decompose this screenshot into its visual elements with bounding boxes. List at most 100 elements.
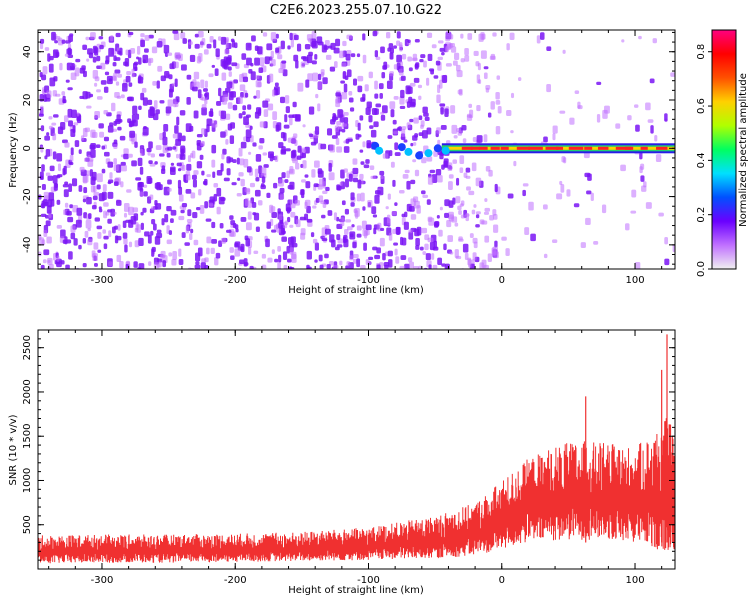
spectrogram-y-tick-label: 0	[22, 145, 33, 151]
spectrogram-cell	[265, 238, 270, 248]
spectrogram-cell	[457, 205, 462, 211]
spectrogram-cell	[399, 105, 406, 110]
spectrogram-cell	[179, 110, 186, 116]
spectrogram-cell	[344, 229, 349, 235]
spectrogram-cell	[160, 250, 166, 258]
spectrogram-cell	[140, 39, 145, 48]
spectrogram-cell	[336, 244, 343, 248]
spectrogram-cell	[64, 142, 70, 148]
spectrogram-cell	[431, 253, 435, 260]
spectrogram-cell	[449, 251, 454, 255]
spectrogram-cell	[146, 148, 152, 153]
spectrogram-cell	[101, 168, 106, 174]
spectrogram-cell	[380, 111, 384, 115]
spectrogram-x-tick-label: 100	[625, 275, 644, 286]
spectrogram-cell	[370, 129, 377, 138]
spectrogram-cell	[148, 141, 153, 149]
snr-y-ticks: 500 1000 1500 2000 2500	[22, 329, 675, 570]
spectrogram-cell	[89, 144, 95, 150]
spectrogram-cell	[228, 71, 232, 77]
spectrogram-cell	[70, 128, 76, 137]
spectrogram-cell	[485, 166, 491, 172]
spectrogram-cell	[334, 125, 340, 132]
spectrogram-cell	[39, 171, 44, 180]
spectrogram-cell	[122, 232, 128, 239]
spectrogram-cell	[163, 123, 169, 132]
spectrogram-cell	[231, 40, 235, 48]
spectrogram-cell	[168, 88, 173, 98]
spectrogram-cell	[88, 213, 92, 220]
spectrogram-cell	[167, 99, 174, 107]
spectrogram-cell	[560, 184, 565, 193]
spectrogram-cell	[197, 247, 203, 257]
spectrogram-cell	[194, 43, 200, 49]
spectrogram-cell	[359, 173, 364, 180]
spectrogram-cell	[232, 159, 237, 163]
spectrogram-cell	[340, 80, 345, 84]
spectrogram-cell	[382, 253, 386, 261]
spectrogram-cell	[301, 189, 305, 199]
spectrogram-cell	[475, 224, 480, 228]
spectrogram-cell	[322, 77, 328, 85]
spectrogram-cell	[306, 264, 310, 269]
spectrogram-cell	[460, 58, 465, 63]
spectrogram-cell	[68, 120, 73, 127]
spectrogram-cell	[114, 235, 119, 244]
spectrogram-cell	[506, 43, 510, 51]
spectrogram-cell	[45, 149, 51, 157]
spectrogram-cell	[187, 209, 192, 217]
spectrogram-cell	[421, 190, 426, 195]
spectrogram-cell	[94, 217, 100, 222]
spectrogram-cell	[273, 182, 278, 189]
spectrogram-cell	[452, 159, 458, 164]
spectrogram-cell	[383, 262, 390, 267]
spectrogram-cell	[143, 184, 148, 188]
spectrogram-cell	[258, 67, 264, 74]
spectrogram-cell	[435, 60, 441, 66]
spectrogram-cell	[63, 189, 69, 198]
spectrogram-x-tick-label: -100	[357, 275, 380, 286]
spectrogram-cell	[353, 78, 358, 86]
spectrogram-cell	[356, 193, 361, 202]
spectrogram-cell	[258, 200, 263, 206]
spectrogram-cell	[389, 101, 396, 110]
spectrogram-cell	[108, 230, 112, 238]
spectrogram-cell	[362, 54, 367, 64]
signal-onset-blob	[375, 146, 384, 155]
spectrogram-cell	[238, 96, 243, 105]
spectrogram-cell	[441, 263, 446, 267]
spectrogram-cell	[193, 170, 199, 175]
spectrogram-cell	[400, 255, 407, 260]
spectrogram-cell	[357, 179, 362, 189]
spectrogram-cell	[335, 98, 341, 108]
spectrogram-cell	[168, 230, 172, 236]
spectrogram-cell	[170, 218, 174, 224]
spectrogram-cell	[161, 165, 166, 171]
spectrogram-cell	[200, 141, 205, 147]
spectrogram-cell	[336, 121, 342, 126]
spectrogram-cell	[640, 163, 645, 170]
spectrogram-cell	[369, 165, 375, 170]
spectrogram-cell	[245, 42, 252, 51]
spectrogram-cell	[170, 209, 177, 216]
spectrogram-cell	[49, 55, 54, 61]
spectrogram-cell	[417, 84, 423, 89]
spectrogram-cell	[418, 115, 423, 121]
spectrogram-cell	[243, 158, 249, 168]
spectrogram-cell	[450, 105, 456, 114]
spectrogram-cell	[640, 175, 645, 182]
spectrogram-cell	[162, 131, 166, 138]
spectrogram-cell	[159, 100, 165, 104]
spectrogram-cell	[329, 66, 336, 72]
spectrogram-cell	[128, 31, 134, 36]
spectrogram-cell	[206, 247, 210, 255]
spectrogram-cell	[225, 40, 229, 49]
spectrogram-cell	[83, 187, 88, 194]
signal-onset-blob	[441, 146, 450, 155]
spectrogram-cell	[51, 122, 57, 126]
spectrogram-cell	[427, 53, 433, 62]
spectrogram-cell	[213, 182, 219, 188]
spectrogram-cell	[268, 151, 274, 159]
spectrogram-cell	[638, 35, 642, 40]
spectrogram-cell	[414, 169, 420, 177]
